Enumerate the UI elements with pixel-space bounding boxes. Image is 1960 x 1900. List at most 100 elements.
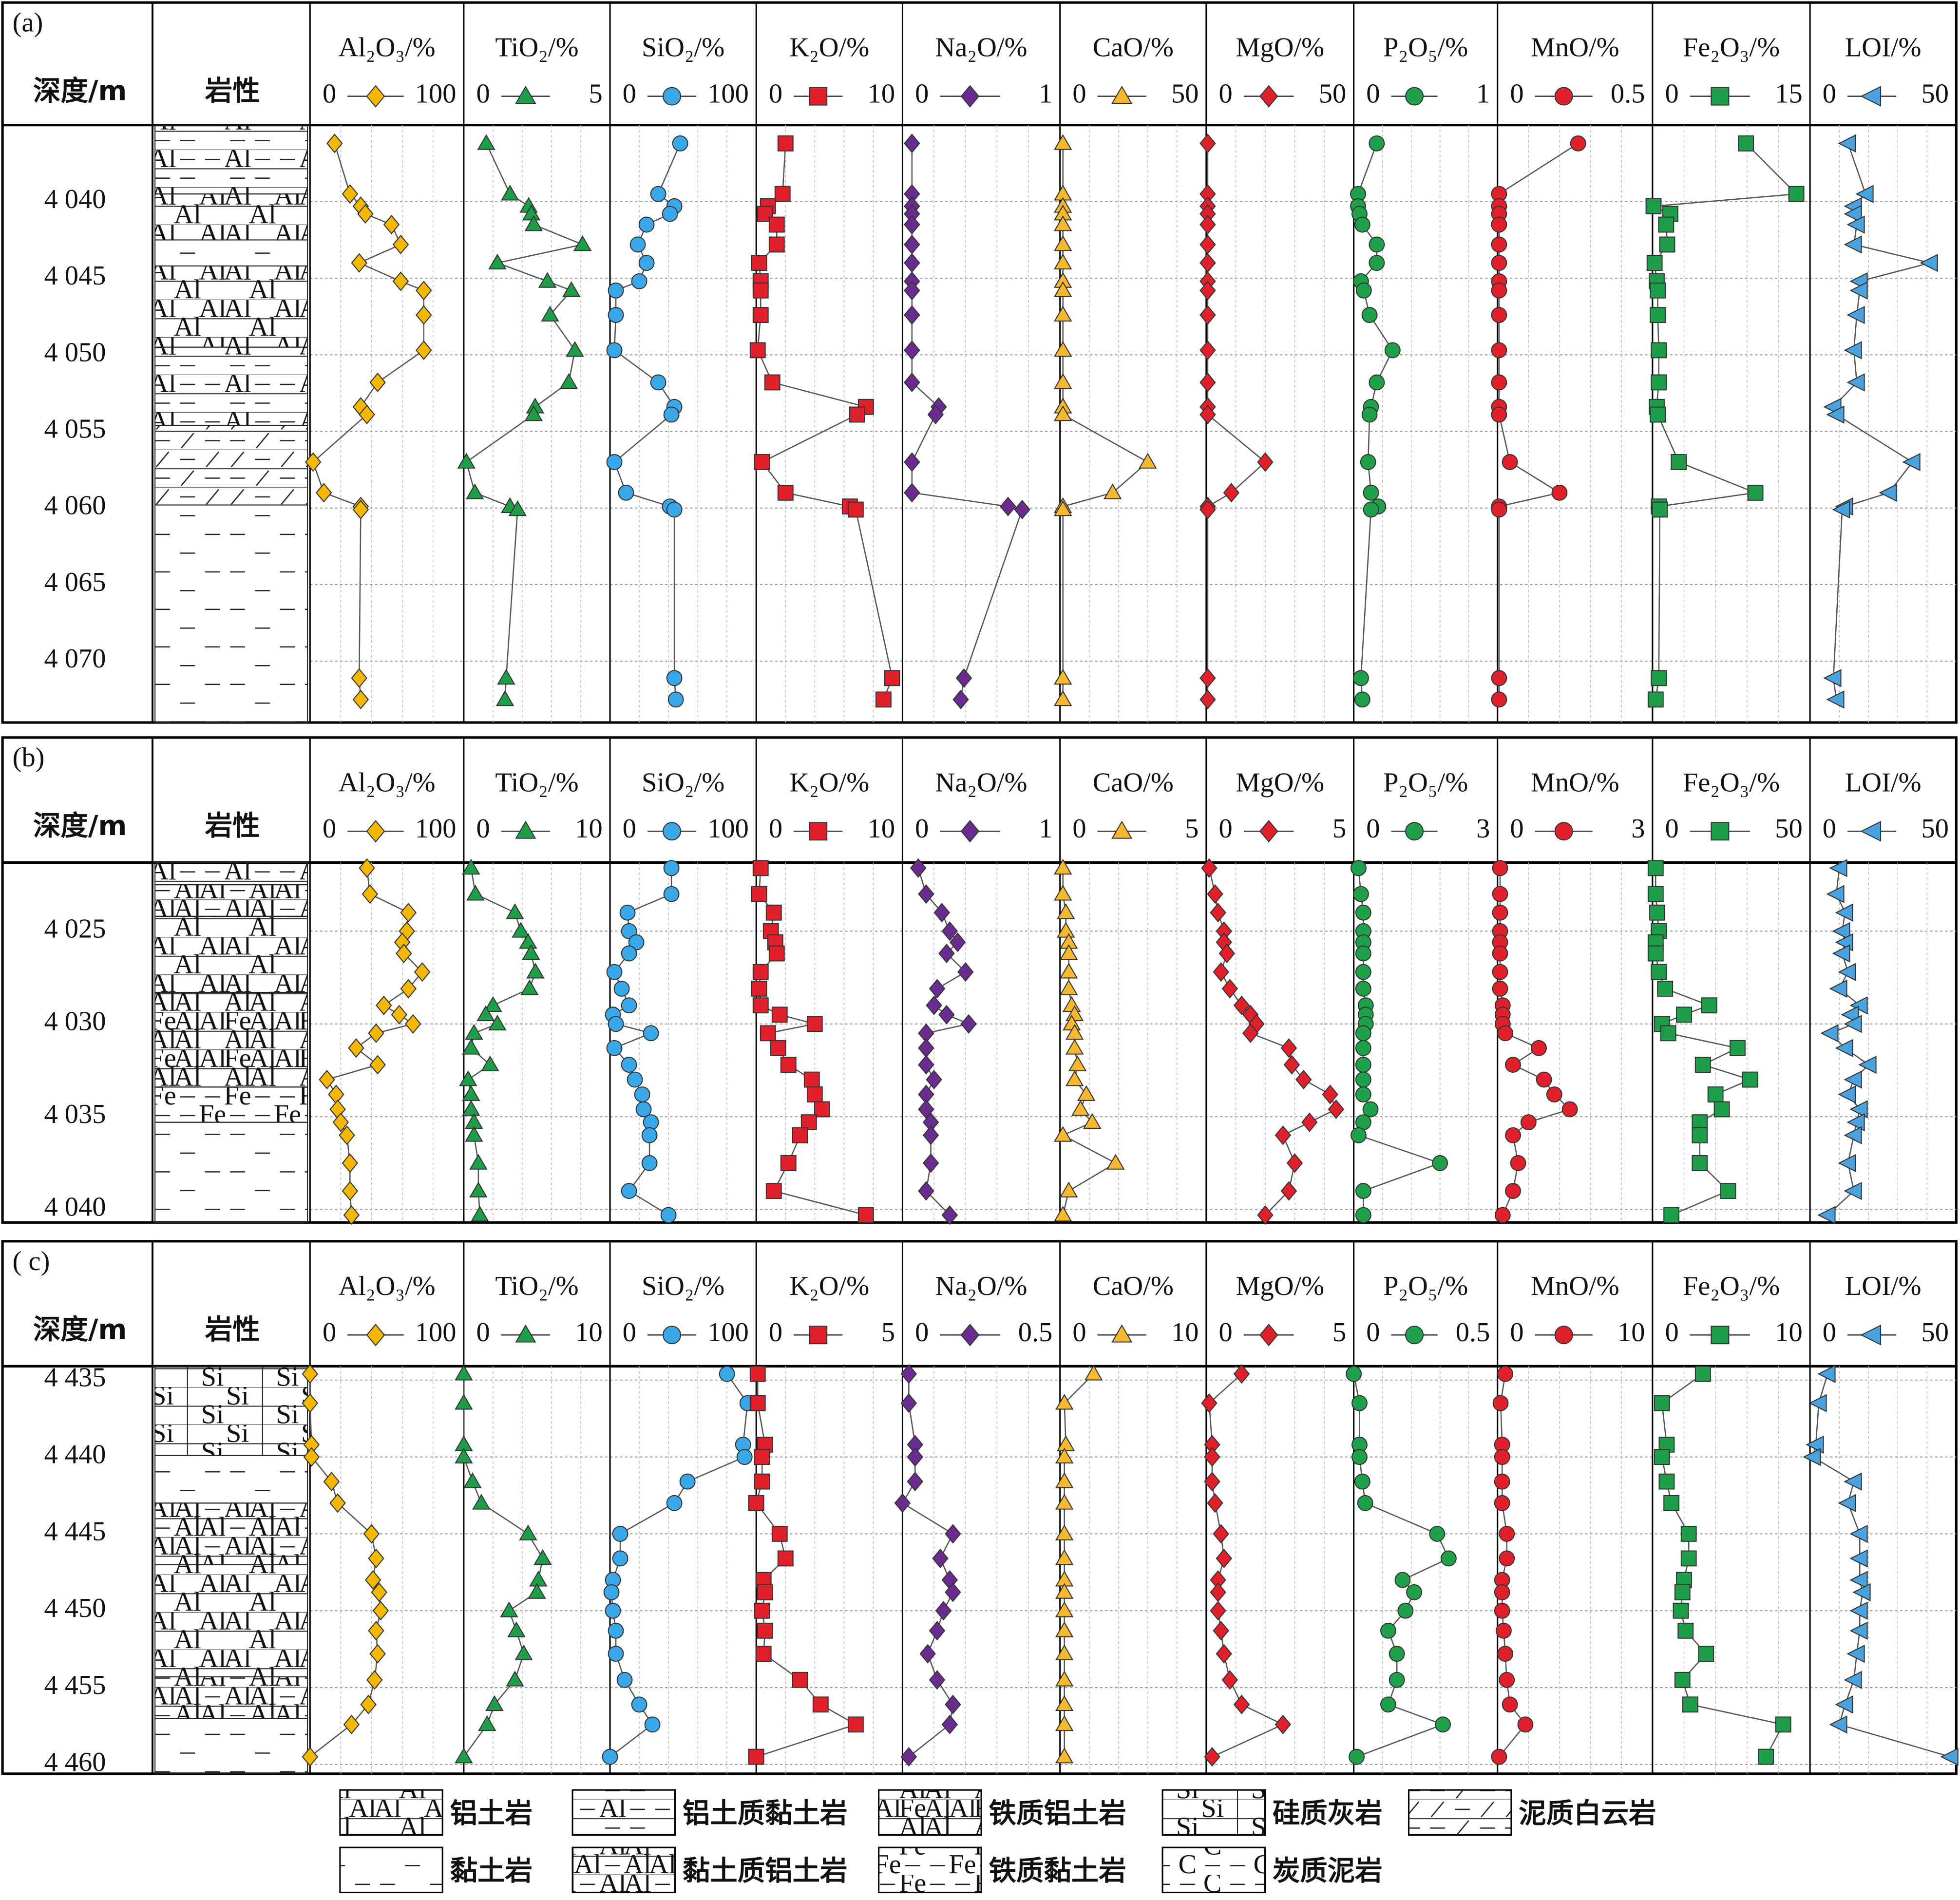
data-point [1280, 1181, 1297, 1201]
data-line [1353, 1373, 1450, 1758]
data-point [1280, 1038, 1297, 1058]
y-tick-label: 4 435 [44, 1363, 106, 1393]
data-point [1570, 135, 1586, 152]
x-tick-label: 0 [1219, 79, 1233, 109]
x-tick-label: 10 [868, 79, 895, 109]
data-point [1275, 1714, 1292, 1734]
data-point [1494, 1207, 1511, 1223]
lithology-layer [154, 1564, 308, 1677]
lithology-layer [154, 124, 308, 195]
data-point [1492, 860, 1508, 876]
data-point [814, 1101, 830, 1118]
x-tick-label: 5 [881, 1317, 895, 1348]
lithology-layer [154, 884, 308, 917]
data-line [1357, 868, 1442, 1216]
x-tick-label: 0.5 [1018, 1317, 1053, 1348]
data-point [765, 1183, 782, 1199]
y-tick-label: 4 040 [44, 184, 106, 214]
series-name: Al₂O₃/% [338, 1271, 435, 1301]
data-point [368, 1023, 384, 1043]
data-point [932, 1548, 949, 1568]
data-point [666, 670, 683, 686]
data-point [922, 1153, 939, 1173]
x-tick-label: 0 [1366, 814, 1380, 844]
data-point [1351, 1449, 1368, 1465]
data-point [1647, 860, 1664, 876]
data-point [1053, 500, 1072, 516]
lithology-layer [154, 915, 308, 993]
data-point [1829, 1715, 1847, 1734]
series-name: P₂O₅/% [1383, 1271, 1468, 1301]
data-point [559, 373, 578, 389]
x-tick-label: 0 [623, 814, 636, 844]
data-point [1221, 1670, 1238, 1690]
depth-title: 深度/m [33, 810, 127, 842]
data-point [1354, 1473, 1370, 1490]
data-point [1663, 1207, 1680, 1223]
data-point [1838, 1494, 1856, 1512]
data-point [1354, 216, 1370, 233]
data-point [455, 1748, 473, 1764]
x-tick-label: 100 [415, 814, 457, 844]
data-point [638, 255, 655, 271]
data-point [455, 1365, 473, 1381]
data-point [764, 374, 780, 391]
panel-label: (a) [13, 7, 43, 38]
x-tick-label: 5 [589, 79, 602, 109]
data-point [929, 1621, 946, 1641]
data-point [1055, 1494, 1074, 1510]
data-point [1844, 235, 1862, 254]
series-name: LOI/% [1845, 33, 1922, 63]
legend-marker [1860, 820, 1882, 842]
legend-label: 铝土质黏土岩 [683, 1798, 848, 1829]
data-point [608, 307, 624, 323]
series-name: P₂O₅/% [1383, 33, 1468, 63]
data-point [481, 1055, 499, 1071]
data-point [1432, 1155, 1448, 1171]
data-point [748, 1748, 764, 1765]
data-point [613, 980, 630, 997]
data-point [627, 1071, 643, 1088]
data-point [471, 1206, 489, 1222]
series-name: TiO₂/% [495, 1271, 578, 1301]
legend-marker [1111, 820, 1133, 839]
x-tick-label: 0 [1823, 79, 1836, 109]
data-point [751, 886, 767, 902]
data-point [1369, 255, 1385, 271]
panel-label: (b) [13, 742, 45, 773]
data-point [1104, 483, 1122, 499]
legend-marker [1554, 1326, 1573, 1345]
series-name: TiO₂/% [495, 767, 578, 798]
data-point [935, 1601, 952, 1621]
data-point [1199, 689, 1216, 709]
data-point [904, 234, 920, 255]
data-point [1823, 669, 1842, 687]
data-point [616, 1672, 633, 1688]
legend-marker [663, 822, 682, 841]
data-point [904, 483, 920, 503]
lithology-title: 岩性 [205, 76, 260, 107]
data-point [1242, 1023, 1259, 1043]
data-point [621, 945, 637, 962]
data-point [1844, 1181, 1862, 1200]
data-point [1647, 691, 1664, 708]
data-point [1505, 1057, 1521, 1073]
data-point [1846, 1645, 1865, 1663]
data-point [1650, 282, 1666, 299]
data-point [1491, 216, 1507, 233]
data-point [524, 215, 543, 231]
data-point [1223, 483, 1240, 503]
data-point [1283, 1055, 1300, 1075]
series-name: MnO/% [1531, 767, 1619, 798]
legend-label: 泥质白云岩 [1519, 1798, 1656, 1829]
data-point [1520, 1114, 1537, 1131]
data-point [1199, 499, 1216, 520]
data-point [1849, 281, 1868, 300]
data-point [1510, 1155, 1526, 1171]
data-point [1491, 374, 1507, 391]
data-point [1357, 1495, 1373, 1511]
data-point [1838, 1085, 1856, 1104]
legend-marker [1259, 85, 1278, 108]
x-tick-label: 0 [915, 79, 929, 109]
data-point [1349, 1748, 1365, 1765]
